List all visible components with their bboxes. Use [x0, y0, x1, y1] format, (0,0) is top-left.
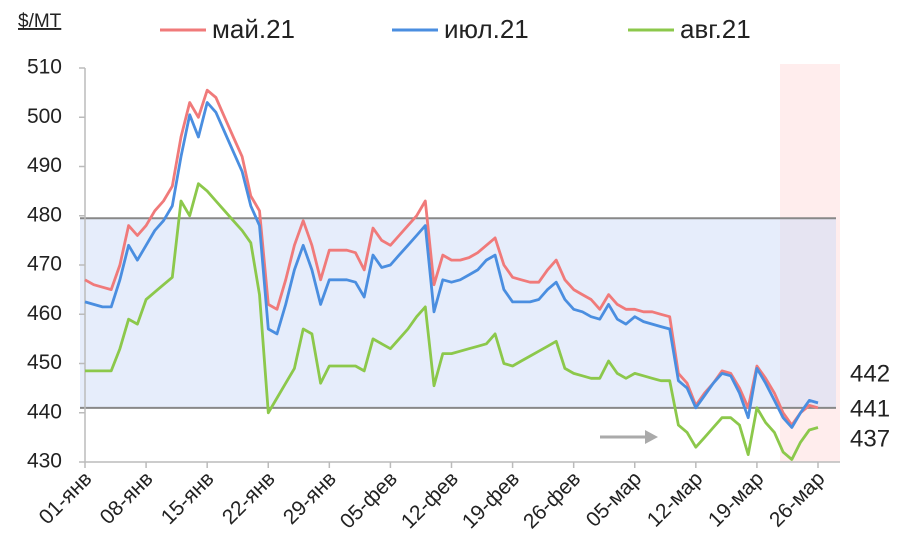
- series-line: [85, 182, 819, 461]
- x-tick-label: 08-янв: [96, 467, 158, 529]
- x-tick-label: 26-фев: [519, 467, 585, 533]
- legend-label: июл.21: [444, 14, 529, 44]
- end-label: 437: [850, 425, 890, 452]
- x-tick-label: 05-мар: [582, 467, 646, 531]
- y-tick-label: 510: [27, 56, 62, 79]
- y-tick-label: 460: [27, 302, 62, 325]
- x-tick-label: 12-фев: [397, 467, 463, 533]
- y-tick-label: 490: [27, 154, 62, 177]
- legend-label: май.21: [212, 14, 295, 44]
- x-tick-label: 05-фев: [336, 467, 402, 533]
- y-tick-label: 440: [27, 400, 62, 423]
- y-tick-label: 430: [27, 450, 62, 473]
- legend-label: авг.21: [680, 14, 751, 44]
- y-tick-label: 450: [27, 351, 62, 374]
- x-tick-label: 19-фев: [458, 467, 524, 533]
- band: [80, 218, 836, 408]
- end-label: 442: [850, 360, 890, 387]
- y-tick-label: 500: [27, 105, 62, 128]
- x-tick-label: 22-янв: [218, 467, 280, 529]
- end-label: 441: [850, 395, 890, 422]
- x-tick-label: 15-янв: [157, 467, 219, 529]
- series-line: [84, 101, 819, 429]
- y-axis-label: $/MT: [18, 11, 62, 32]
- x-tick-label: 01-янв: [35, 467, 97, 529]
- x-tick-label: 29-янв: [279, 467, 341, 529]
- x-tick-label: 12-мар: [643, 467, 707, 531]
- x-tick-label: 26-мар: [765, 467, 829, 531]
- x-tick-label: 19-мар: [704, 467, 768, 531]
- y-tick-label: 470: [27, 253, 62, 276]
- y-tick-label: 480: [27, 203, 62, 226]
- arrow-head: [645, 430, 658, 444]
